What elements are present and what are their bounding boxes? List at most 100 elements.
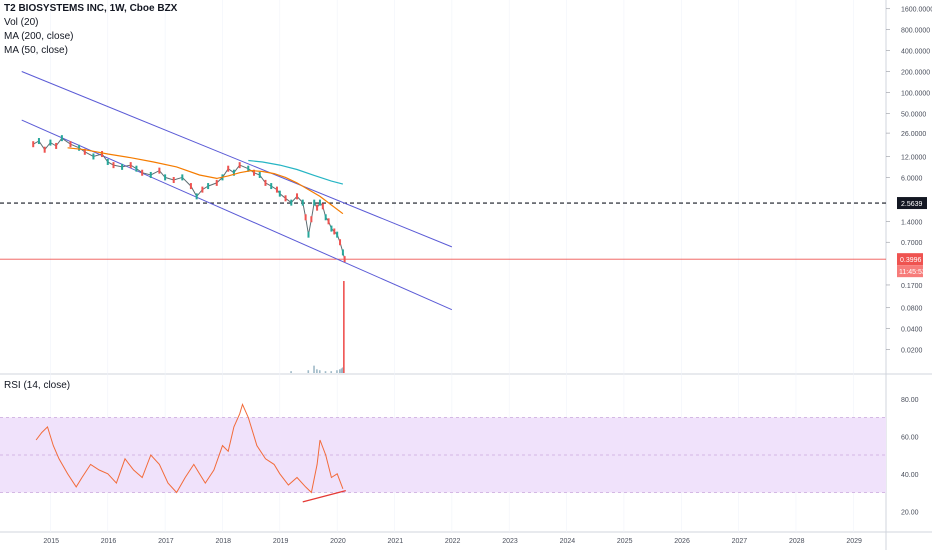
price-tick-label: 0.0800 [901,306,923,313]
price-candle [275,186,278,193]
price-candle [301,199,304,206]
time-tick-label: 2028 [789,538,805,545]
level-price-tag-text: 2.5639 [901,201,923,208]
price-candle [55,142,58,149]
volume-bar [318,370,321,373]
price-candle [141,169,144,176]
time-tick-label: 2016 [101,538,117,545]
price-candle [195,193,198,200]
price-candle [172,177,175,184]
volume-bar [343,281,345,373]
legend-ma50[interactable]: MA (50, close) [4,45,68,56]
volume-bar [316,369,318,373]
symbol-title[interactable]: T2 BIOSYSTEMS INC, 1W, Cboe BZX [4,3,178,14]
price-candle [49,139,52,146]
price-tick-label: 6.0000 [901,175,923,182]
price-tick-label: 1.4000 [901,219,923,226]
price-candle [258,171,261,178]
price-tick-label: 200.0000 [901,70,930,77]
price-candle [270,183,273,190]
price-candle [333,228,336,235]
volume-bar [307,370,310,373]
price-candle [321,203,324,210]
rsi-divergence-line [302,490,346,503]
rsi-line [35,402,344,494]
price-candle [43,146,46,153]
level-price-tag [897,197,927,210]
price-candle [106,158,109,165]
countdown-tag [897,265,923,278]
price-candle [164,174,167,181]
price-tick-label: 0.0200 [901,348,923,355]
time-tick-label: 2023 [502,538,518,545]
price-candle [37,138,40,145]
price-candle [201,186,204,193]
current-price-tag-text: 0.3996 [900,257,922,264]
legend-ma200[interactable]: MA (200, close) [4,31,74,42]
volume-bar [324,371,327,373]
price-candle [284,195,287,202]
time-tick-label: 2024 [560,538,576,545]
rsi-tick-label: 60.00 [901,434,919,441]
price-candle [69,141,72,148]
price-candle [32,141,35,148]
rsi-panel [0,402,886,503]
price-candle [189,183,192,190]
legend-vol[interactable]: Vol (20) [4,17,39,28]
volume-bar [290,371,292,373]
price-tick-label: 1600.0000 [901,7,932,14]
price-candle [343,256,346,263]
price-candle [149,171,152,178]
price-candle [135,165,138,172]
price-tick-label: 12.0000 [901,154,926,161]
price-overlays [0,71,886,311]
rsi-tick-label: 20.00 [901,509,919,516]
ma50-series [67,147,344,215]
price-candle [129,162,132,169]
price-candle [92,153,95,160]
price-tick-label: 0.1700 [901,283,923,290]
price-candle [207,183,210,190]
price-candle [304,214,307,221]
channel-upper-line [21,71,453,248]
price-candle [158,167,161,174]
time-tick-label: 2021 [388,538,404,545]
time-tick-label: 2018 [215,538,231,545]
price-candle [264,179,267,186]
volume-bar [336,370,338,373]
price-candle [316,204,319,211]
price-tick-label: 50.0000 [901,111,926,118]
rsi-tick-label: 40.00 [901,472,919,479]
price-tick-label: 0.7000 [901,240,923,247]
current-price-tag [897,253,923,266]
price-candle [339,239,342,246]
price-axis: 1600.0000 800.0000 400.0000 200.0000 100.000… [886,7,932,355]
price-candle [101,151,104,158]
price-candle [324,214,327,221]
price-candle [181,174,184,181]
time-tick-label: 2019 [273,538,289,545]
price-candle [247,165,250,172]
price-candle [238,162,241,169]
channel-lower-line [21,119,453,311]
price-candle [227,165,230,172]
price-tick-label: 800.0000 [901,28,930,35]
price-candle [253,169,256,176]
price-candle [296,193,299,200]
volume-bar [340,368,343,373]
volume-bar [339,369,341,373]
price-candle [232,169,235,176]
ma200-series [248,159,344,185]
price-candle [336,231,339,238]
price-candle [318,199,321,206]
time-tick-label: 2017 [158,538,174,545]
time-tick-label: 2025 [617,538,633,545]
price-candle [330,225,333,232]
price-candle [341,249,344,256]
time-axis: 2015 2016 2017 2018 2019 2020 2021 2022 2023 2024… [43,538,862,545]
legend-rsi[interactable]: RSI (14, close) [4,380,71,391]
rsi-tick-label: 80.00 [901,397,919,404]
price-candle [327,218,330,225]
